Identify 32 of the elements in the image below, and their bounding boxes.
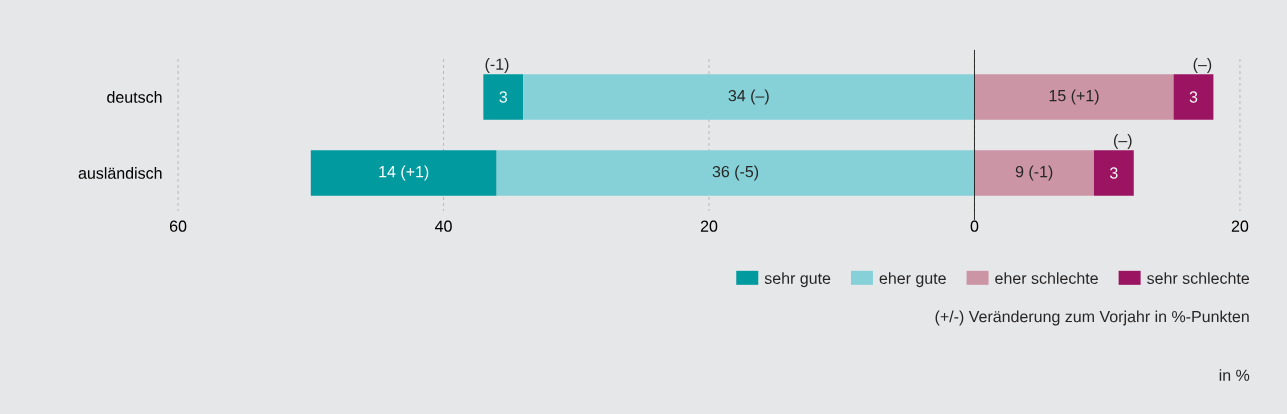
bar — [974, 150, 1094, 196]
text: in % — [1219, 369, 1250, 381]
data-label: 34 (–) — [728, 89, 769, 105]
data-label: 3 — [499, 91, 508, 103]
x-tick-label: 0 — [970, 220, 979, 232]
bar — [974, 74, 1174, 120]
bar — [1173, 74, 1214, 120]
bar — [483, 74, 524, 120]
legend-label: eher gute — [879, 272, 946, 288]
data-label: 3 — [1110, 167, 1118, 179]
data-label: 9 (-1) — [1015, 165, 1053, 181]
annotation: (–) — [1193, 58, 1212, 73]
y-tick-label: ausländisch — [78, 167, 162, 179]
text: (+/-) Veränderung zum Vorjahr in %-Punkten — [935, 310, 1249, 326]
annotation: (–) — [1113, 134, 1132, 149]
data-label: 14 (+1) — [379, 165, 429, 181]
data-label: 36 (-5) — [712, 165, 759, 181]
x-tick-label: 40 — [435, 220, 452, 232]
x-tick-label: 20 — [700, 220, 718, 232]
annotation: (-1) — [485, 58, 509, 73]
legend-label: sehr schlechte — [1147, 272, 1250, 284]
x-tick-label: 20 — [1231, 220, 1249, 232]
legend-label: sehr gute — [764, 272, 831, 288]
y-tick-label: deutsch — [107, 91, 162, 103]
bar — [523, 74, 975, 120]
data-label: 15 (+1) — [1049, 89, 1099, 105]
bar — [496, 150, 975, 196]
x-tick-label: 60 — [169, 220, 187, 232]
bar — [310, 150, 497, 196]
data-label: 3 — [1189, 91, 1198, 103]
legend-label: eher schlechte — [995, 272, 1098, 284]
bar — [1093, 150, 1134, 196]
